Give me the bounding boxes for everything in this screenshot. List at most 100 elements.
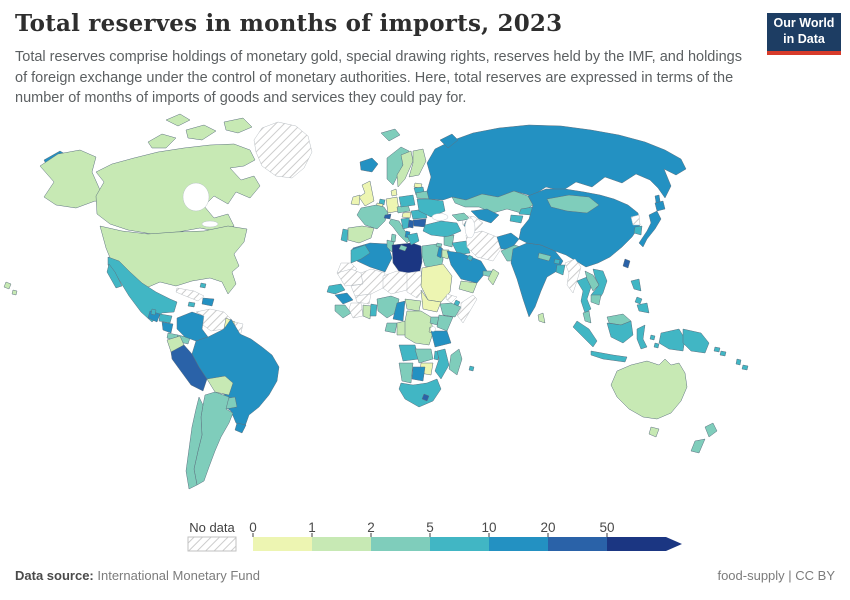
country-indonesia-java[interactable] xyxy=(590,350,628,363)
legend-no-data-swatch[interactable] xyxy=(187,536,237,552)
country-poland[interactable] xyxy=(398,194,416,208)
country-uzbekistan[interactable] xyxy=(470,208,500,224)
country-mozambique[interactable] xyxy=(434,348,450,380)
country-hungary[interactable] xyxy=(401,211,412,219)
country-djibouti[interactable] xyxy=(453,299,461,307)
country-peru[interactable] xyxy=(170,344,208,392)
country-ireland[interactable] xyxy=(350,194,361,206)
country-yemen[interactable] xyxy=(458,280,478,294)
country-fiji[interactable] xyxy=(741,364,749,371)
country-china[interactable] xyxy=(518,188,641,268)
country-finland[interactable] xyxy=(408,148,427,178)
country-italy-sardinia[interactable] xyxy=(390,233,397,243)
country-australia-tasmania[interactable] xyxy=(648,426,660,438)
country-ethiopia[interactable] xyxy=(439,302,462,318)
country-russia-novaya-zemlya[interactable] xyxy=(439,133,459,149)
country-new-zealand-south[interactable] xyxy=(690,438,706,454)
country-indonesia-papua[interactable] xyxy=(658,328,686,352)
country-indonesia-sumatra[interactable] xyxy=(572,320,598,348)
country-cameroon[interactable] xyxy=(392,300,406,322)
country-bolivia[interactable] xyxy=(206,375,234,396)
country-botswana[interactable] xyxy=(411,366,426,382)
country-japan[interactable] xyxy=(638,210,662,248)
country-laos[interactable] xyxy=(584,270,600,292)
country-somalia[interactable] xyxy=(456,294,478,324)
country-new-zealand-north[interactable] xyxy=(704,422,718,438)
footer-license[interactable]: food-supply | CC BY xyxy=(717,568,835,583)
country-tanzania[interactable] xyxy=(430,330,452,348)
country-central-african-republic[interactable] xyxy=(404,298,422,312)
country-lesotho[interactable] xyxy=(421,393,430,402)
country-uganda[interactable] xyxy=(429,316,440,326)
country-mexico-baja[interactable] xyxy=(106,263,123,289)
country-canada[interactable] xyxy=(95,143,261,235)
legend-bin-4[interactable] xyxy=(489,537,548,551)
legend-bin-5[interactable] xyxy=(548,537,607,551)
country-democratic-republic-of-congo[interactable] xyxy=(404,310,434,346)
country-philippines-luzon[interactable] xyxy=(630,278,642,292)
country-indonesia-maluku[interactable] xyxy=(653,342,660,349)
country-oman[interactable] xyxy=(487,268,500,286)
country-iceland[interactable] xyxy=(359,157,379,173)
country-chile[interactable] xyxy=(185,396,204,490)
country-taiwan[interactable] xyxy=(622,258,631,269)
country-kuwait[interactable] xyxy=(466,254,474,262)
country-greenland[interactable] xyxy=(253,121,313,179)
country-afghanistan[interactable] xyxy=(496,232,520,250)
country-south-sudan[interactable] xyxy=(420,289,442,313)
country-north-korea[interactable] xyxy=(630,214,641,226)
country-mauritius[interactable] xyxy=(468,365,475,372)
country-cote-divoire[interactable] xyxy=(348,302,364,319)
country-cuba[interactable] xyxy=(175,287,205,302)
country-tajikistan[interactable] xyxy=(509,214,524,224)
legend-bin-2[interactable] xyxy=(371,537,430,551)
country-sierra-leone[interactable] xyxy=(334,304,352,319)
country-iran[interactable] xyxy=(465,230,502,262)
country-bulgaria[interactable] xyxy=(412,218,427,228)
country-syria[interactable] xyxy=(443,234,455,248)
country-united-states-hawaii[interactable] xyxy=(3,281,12,290)
country-zambia[interactable] xyxy=(414,348,434,364)
legend-bin-6[interactable] xyxy=(607,537,666,551)
country-bangladesh[interactable] xyxy=(555,264,566,276)
country-cyprus[interactable] xyxy=(435,242,443,248)
legend-bin-1[interactable] xyxy=(312,537,371,551)
country-solomon-islands[interactable] xyxy=(719,350,727,357)
country-papua-new-guinea[interactable] xyxy=(682,328,710,354)
country-burkina-faso[interactable] xyxy=(354,293,372,305)
country-spain[interactable] xyxy=(347,225,375,244)
country-portugal[interactable] xyxy=(340,228,349,243)
country-benin[interactable] xyxy=(369,303,378,317)
country-canada-island[interactable] xyxy=(165,113,191,127)
country-bahamas[interactable] xyxy=(199,282,207,289)
country-myanmar[interactable] xyxy=(564,258,582,294)
country-turkey[interactable] xyxy=(422,220,462,238)
country-japan-hokkaido[interactable] xyxy=(654,200,666,212)
country-israel[interactable] xyxy=(436,246,443,259)
country-sweden[interactable] xyxy=(396,150,414,188)
country-united-kingdom[interactable] xyxy=(358,180,375,207)
country-sri-lanka[interactable] xyxy=(537,312,546,324)
country-sudan[interactable] xyxy=(420,263,453,303)
country-indonesia-sulawesi[interactable] xyxy=(636,324,648,350)
country-dominican-republic[interactable] xyxy=(201,297,215,307)
country-france[interactable] xyxy=(356,204,389,230)
country-bhutan[interactable] xyxy=(553,258,561,265)
country-canada-island[interactable] xyxy=(147,133,177,149)
country-norway-svalbard[interactable] xyxy=(380,128,401,142)
country-kenya[interactable] xyxy=(436,314,454,332)
country-greece[interactable] xyxy=(406,232,420,246)
country-mongolia[interactable] xyxy=(546,194,600,214)
country-cambodia[interactable] xyxy=(590,294,602,306)
owid-logo[interactable]: Our World in Data xyxy=(767,13,841,55)
country-gabon[interactable] xyxy=(384,322,398,334)
country-serbia[interactable] xyxy=(407,219,415,229)
country-niger[interactable] xyxy=(382,270,410,295)
country-canada-island[interactable] xyxy=(185,124,217,141)
country-honduras[interactable] xyxy=(158,313,173,324)
country-jamaica[interactable] xyxy=(187,301,196,308)
country-germany[interactable] xyxy=(385,196,400,214)
country-uruguay[interactable] xyxy=(234,422,247,434)
country-belize[interactable] xyxy=(150,308,157,316)
country-denmark[interactable] xyxy=(390,188,398,197)
